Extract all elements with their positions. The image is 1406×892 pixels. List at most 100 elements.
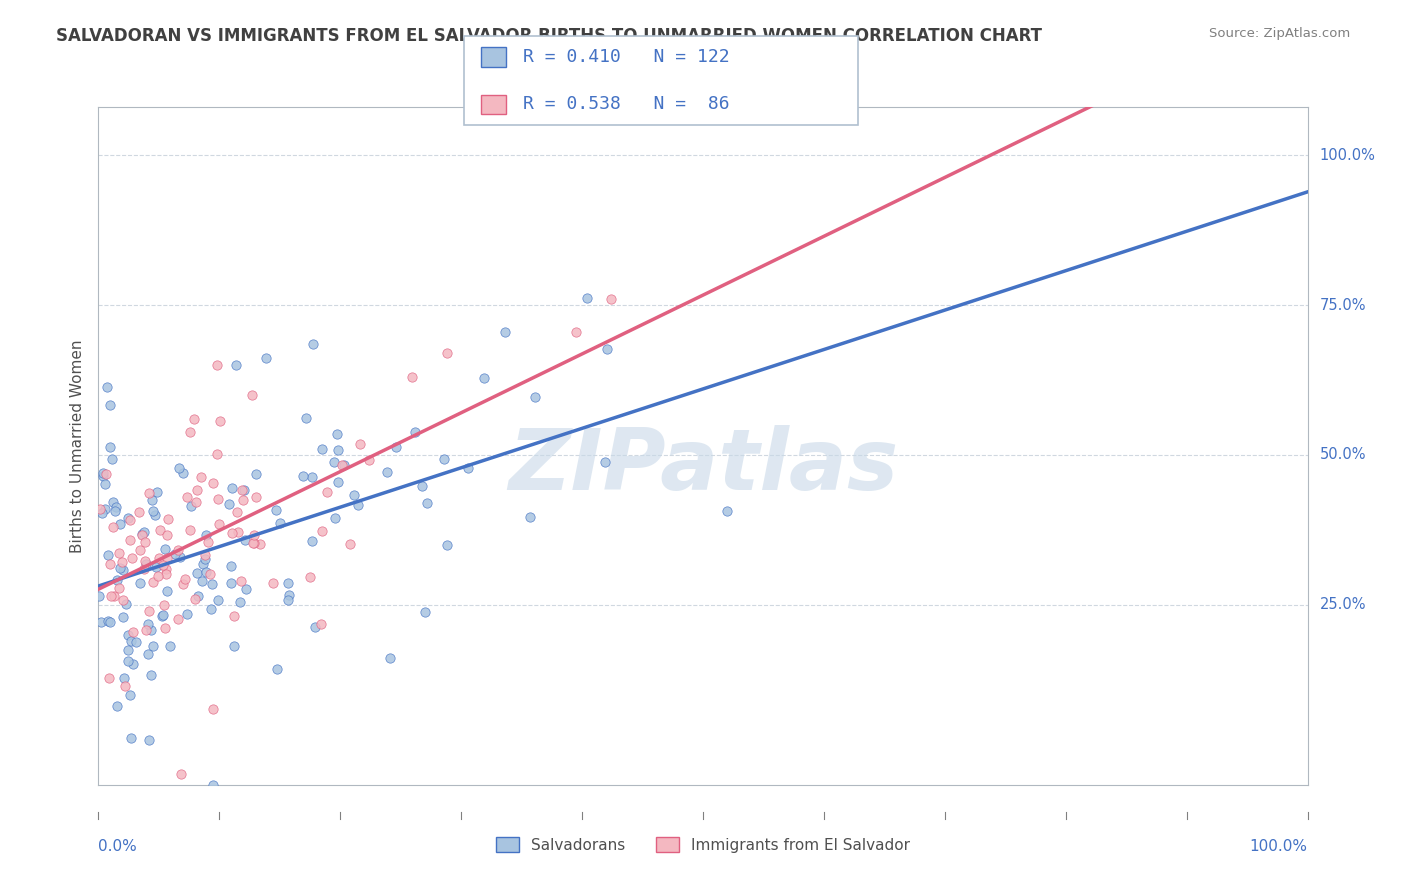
- Salvadorans: [112, 671, 135, 685]
- Immigrants from El Salvador: [152, 558, 174, 573]
- Salvadorans: [142, 639, 165, 653]
- Immigrants from El Salvador: [152, 598, 174, 612]
- Immigrants from El Salvador: [142, 574, 165, 589]
- Immigrants from El Salvador: [221, 525, 243, 540]
- Salvadorans: [229, 595, 252, 609]
- Immigrants from El Salvador: [243, 536, 266, 550]
- Salvadorans: [98, 397, 121, 411]
- Salvadorans: [323, 511, 346, 525]
- Immigrants from El Salvador: [122, 624, 145, 639]
- Salvadorans: [169, 549, 191, 564]
- Salvadorans: [105, 698, 128, 713]
- Text: 100.0%: 100.0%: [1250, 839, 1308, 855]
- Immigrants from El Salvador: [311, 616, 333, 631]
- Immigrants from El Salvador: [242, 536, 264, 550]
- Salvadorans: [277, 575, 299, 590]
- Immigrants from El Salvador: [330, 458, 353, 472]
- Immigrants from El Salvador: [170, 767, 193, 781]
- Immigrants from El Salvador: [240, 388, 263, 402]
- Salvadorans: [97, 548, 120, 562]
- Salvadorans: [457, 461, 479, 475]
- Salvadorans: [145, 484, 167, 499]
- Immigrants from El Salvador: [184, 591, 207, 606]
- Salvadorans: [120, 634, 142, 648]
- Salvadorans: [380, 651, 402, 665]
- Salvadorans: [219, 576, 242, 591]
- Salvadorans: [193, 557, 215, 571]
- Salvadorans: [328, 475, 350, 489]
- Salvadorans: [131, 527, 153, 541]
- Immigrants from El Salvador: [155, 527, 177, 541]
- Immigrants from El Salvador: [94, 467, 117, 482]
- Immigrants from El Salvador: [114, 679, 136, 693]
- Immigrants from El Salvador: [138, 604, 160, 618]
- Text: Source: ZipAtlas.com: Source: ZipAtlas.com: [1209, 27, 1350, 40]
- Text: 100.0%: 100.0%: [1320, 147, 1375, 162]
- Text: 25.0%: 25.0%: [1320, 598, 1367, 613]
- Immigrants from El Salvador: [245, 490, 267, 504]
- Salvadorans: [311, 442, 333, 457]
- Salvadorans: [187, 589, 209, 603]
- Salvadorans: [91, 466, 114, 480]
- Salvadorans: [117, 643, 139, 657]
- Immigrants from El Salvador: [599, 293, 621, 307]
- Salvadorans: [120, 731, 142, 746]
- Salvadorans: [233, 483, 256, 497]
- Immigrants from El Salvador: [179, 523, 201, 537]
- Immigrants from El Salvador: [198, 567, 221, 582]
- Immigrants from El Salvador: [565, 325, 588, 339]
- Salvadorans: [141, 493, 163, 508]
- Immigrants from El Salvador: [155, 562, 177, 576]
- Immigrants from El Salvador: [149, 523, 172, 537]
- Salvadorans: [180, 499, 202, 513]
- Salvadorans: [153, 542, 176, 557]
- Salvadorans: [301, 533, 323, 548]
- Text: ZIPatlas: ZIPatlas: [508, 425, 898, 508]
- Salvadorans: [152, 607, 174, 622]
- Immigrants from El Salvador: [202, 475, 225, 490]
- Salvadorans: [139, 623, 162, 637]
- Salvadorans: [94, 501, 117, 516]
- Immigrants from El Salvador: [231, 483, 253, 497]
- Salvadorans: [138, 617, 160, 632]
- Salvadorans: [219, 559, 242, 574]
- Salvadorans: [207, 592, 229, 607]
- Immigrants from El Salvador: [135, 623, 157, 637]
- Immigrants from El Salvador: [299, 569, 322, 583]
- Salvadorans: [413, 605, 436, 619]
- Salvadorans: [120, 688, 142, 702]
- Salvadorans: [112, 610, 135, 624]
- Immigrants from El Salvador: [156, 550, 179, 565]
- Salvadorans: [235, 582, 257, 596]
- Salvadorans: [138, 732, 160, 747]
- Immigrants from El Salvador: [232, 492, 254, 507]
- Immigrants from El Salvador: [107, 546, 129, 560]
- Salvadorans: [169, 461, 191, 475]
- Salvadorans: [266, 662, 288, 676]
- Immigrants from El Salvador: [167, 542, 190, 557]
- Salvadorans: [322, 455, 344, 469]
- Immigrants from El Salvador: [173, 572, 195, 586]
- Salvadorans: [593, 455, 616, 469]
- Salvadorans: [277, 592, 299, 607]
- Salvadorans: [200, 601, 222, 615]
- Immigrants from El Salvador: [194, 548, 217, 562]
- Immigrants from El Salvador: [134, 535, 156, 549]
- Salvadorans: [98, 440, 121, 454]
- Immigrants from El Salvador: [186, 483, 208, 498]
- Salvadorans: [91, 506, 114, 520]
- Salvadorans: [97, 614, 120, 628]
- Salvadorans: [159, 639, 181, 653]
- Immigrants from El Salvador: [134, 554, 156, 568]
- Salvadorans: [136, 647, 159, 661]
- Immigrants from El Salvador: [349, 437, 371, 451]
- Salvadorans: [125, 634, 148, 648]
- Immigrants from El Salvador: [155, 566, 177, 581]
- Immigrants from El Salvador: [128, 505, 150, 519]
- Immigrants from El Salvador: [359, 453, 381, 467]
- Immigrants from El Salvador: [225, 505, 247, 519]
- Salvadorans: [332, 458, 354, 472]
- Immigrants from El Salvador: [205, 447, 228, 461]
- Salvadorans: [218, 498, 240, 512]
- Salvadorans: [104, 503, 127, 517]
